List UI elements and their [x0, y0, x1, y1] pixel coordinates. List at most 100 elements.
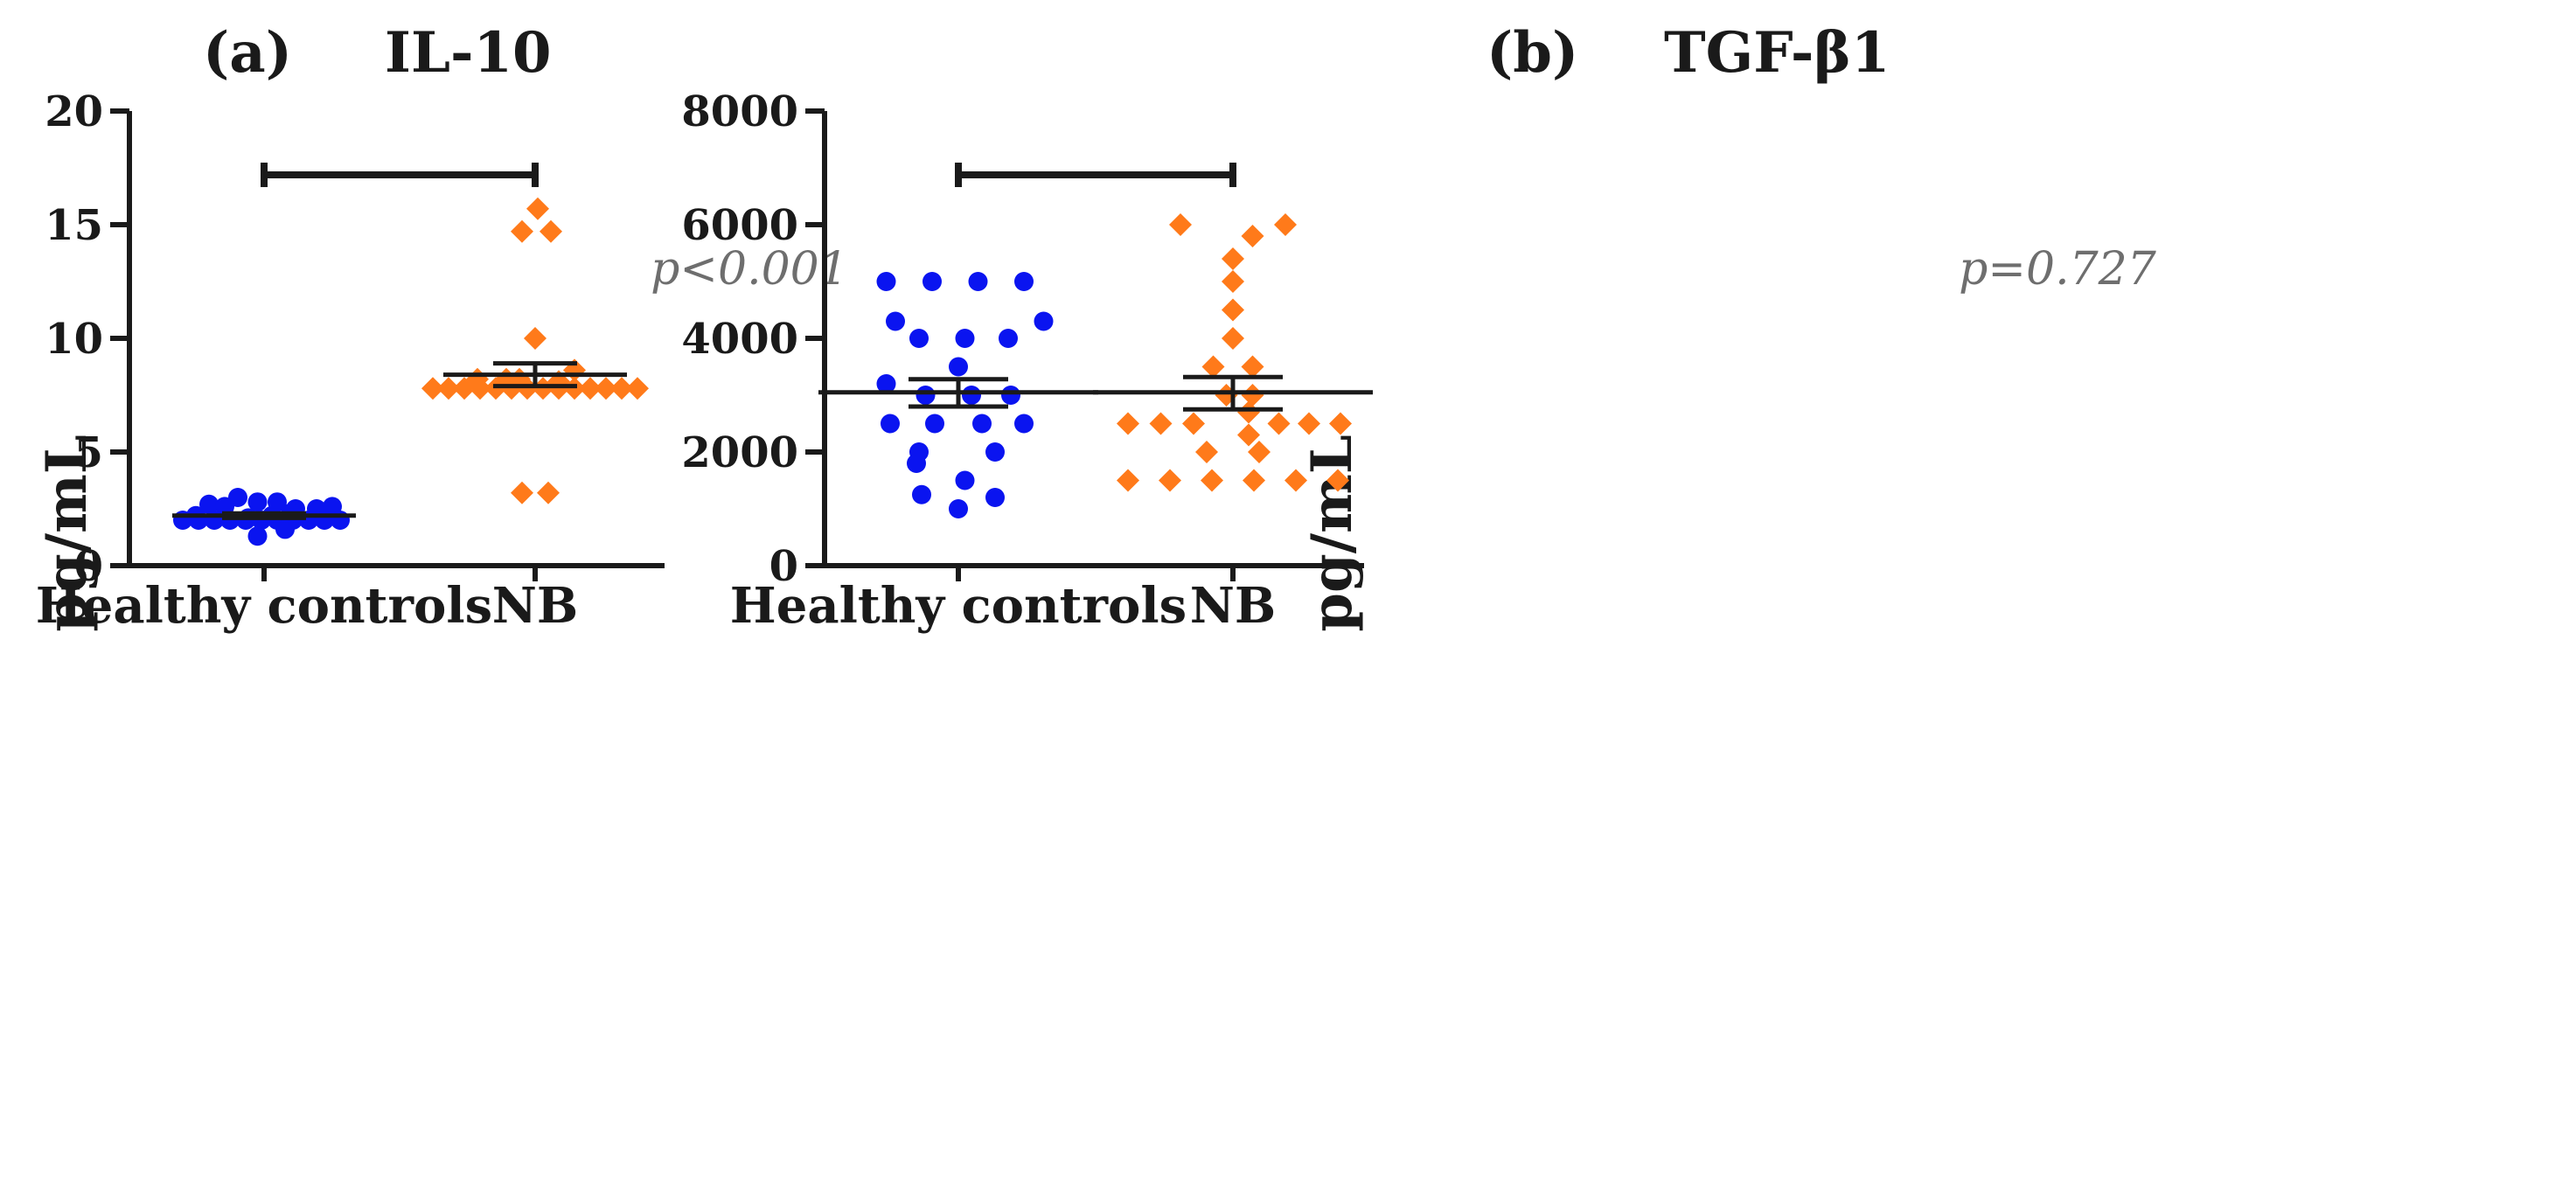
point-healthy-controls — [1034, 311, 1054, 331]
point-nb — [1222, 298, 1244, 322]
y-tick-label: 0 — [769, 542, 798, 591]
point-healthy-controls — [247, 526, 268, 546]
point-nb — [1298, 412, 1320, 435]
point-healthy-controls — [881, 414, 900, 434]
point-nb — [500, 377, 523, 400]
point-nb — [1201, 469, 1223, 492]
point-healthy-controls — [1014, 272, 1034, 291]
point-healthy-controls — [962, 386, 981, 405]
panel-a-ylabel: pg/mL — [34, 435, 100, 632]
panel-b-tgfb1: (b) TGF-β1 pg/mL 0 2000 4000 6000 8000 Healt… — [681, 20, 2156, 635]
point-nb — [1241, 355, 1264, 379]
point-nb — [1329, 412, 1352, 435]
point-healthy-controls — [955, 470, 975, 490]
point-nb — [1248, 441, 1271, 463]
panel-a-mean-sem — [172, 361, 627, 520]
point-nb — [1195, 441, 1218, 463]
point-nb — [1182, 412, 1205, 435]
point-nb — [1222, 270, 1244, 293]
point-nb — [1169, 213, 1192, 236]
point-healthy-controls — [876, 374, 896, 393]
y-tick-label: 0 — [74, 542, 103, 591]
point-healthy-controls — [247, 492, 268, 512]
panel-b-mean-sem — [818, 374, 1373, 412]
point-nb — [1222, 327, 1244, 350]
point-nb — [1149, 412, 1173, 435]
panel-a-x-axis: Healthy controls NB — [36, 563, 665, 635]
point-nb — [563, 377, 586, 400]
point-healthy-controls — [955, 329, 975, 348]
point-healthy-controls — [275, 519, 295, 539]
point-nb — [1285, 469, 1307, 492]
point-healthy-controls — [949, 499, 968, 518]
point-healthy-controls — [968, 272, 988, 291]
point-healthy-controls — [912, 484, 931, 504]
point-nb — [511, 219, 533, 243]
y-tick-label: 5 — [74, 428, 103, 477]
point-healthy-controls — [972, 414, 992, 434]
point-healthy-controls — [876, 272, 896, 291]
point-nb — [537, 481, 560, 504]
point-nb — [595, 377, 617, 400]
x-tick-label: NB — [492, 577, 579, 635]
point-healthy-controls — [907, 454, 926, 473]
x-tick-label: Healthy controls — [730, 577, 1187, 635]
point-healthy-controls — [916, 386, 936, 405]
panel-a-il10: (a) IL-10 pg/mL 0 5 10 15 20 Healthy control… — [34, 20, 848, 635]
point-healthy-controls — [922, 272, 942, 291]
point-nb — [1243, 469, 1265, 492]
panel-b-ylabel: pg/mL — [1299, 435, 1365, 632]
point-nb — [1237, 423, 1260, 447]
panel-b-title: TGF-β1 — [1664, 20, 1890, 86]
point-nb — [484, 377, 507, 400]
point-healthy-controls — [1001, 386, 1020, 405]
point-nb — [547, 377, 570, 400]
y-tick-label: 8000 — [681, 87, 798, 136]
panel-a-significance-bracket — [261, 163, 539, 187]
point-healthy-controls — [985, 488, 1005, 507]
point-nb — [1201, 355, 1225, 379]
point-healthy-controls — [949, 357, 968, 377]
point-nb — [579, 377, 602, 400]
point-nb — [1117, 469, 1139, 492]
x-tick-label: Healthy controls — [36, 577, 492, 635]
point-nb — [453, 377, 476, 400]
point-nb — [1326, 469, 1349, 492]
panel-a-points — [173, 197, 649, 546]
point-nb — [437, 377, 460, 400]
panel-b-p-value: p=0.727 — [1959, 243, 2157, 296]
point-nb — [511, 481, 533, 504]
y-tick-label: 15 — [45, 201, 103, 250]
y-tick-label: 4000 — [681, 315, 798, 364]
point-nb — [524, 327, 547, 350]
y-tick-label: 2000 — [681, 428, 798, 477]
y-tick-label: 6000 — [681, 201, 798, 250]
y-tick-label: 20 — [45, 87, 103, 136]
point-nb — [1267, 412, 1291, 435]
point-nb — [1241, 225, 1264, 247]
panel-a-y-axis: 0 5 10 15 20 — [45, 87, 132, 591]
y-tick-label: 10 — [45, 315, 103, 364]
panel-a-title: IL-10 — [385, 20, 552, 86]
panel-b-y-axis: 0 2000 4000 6000 8000 — [681, 87, 827, 591]
point-healthy-controls — [999, 329, 1018, 348]
point-nb — [1241, 384, 1264, 407]
point-healthy-controls — [199, 494, 219, 514]
point-nb — [1117, 412, 1139, 435]
panel-a-label: (a) — [203, 20, 292, 86]
point-nb — [626, 377, 649, 400]
point-healthy-controls — [909, 329, 929, 348]
point-nb — [1159, 469, 1181, 492]
point-nb — [1222, 247, 1244, 270]
point-healthy-controls — [1014, 414, 1034, 434]
point-nb — [1274, 213, 1297, 236]
x-tick-label: NB — [1190, 577, 1277, 635]
point-nb — [540, 219, 562, 243]
point-nb — [1237, 400, 1260, 424]
point-healthy-controls — [886, 311, 905, 331]
point-healthy-controls — [925, 414, 944, 434]
point-nb — [469, 377, 491, 400]
point-nb — [610, 377, 633, 400]
panel-b-x-axis: Healthy controls NB — [730, 563, 1364, 635]
